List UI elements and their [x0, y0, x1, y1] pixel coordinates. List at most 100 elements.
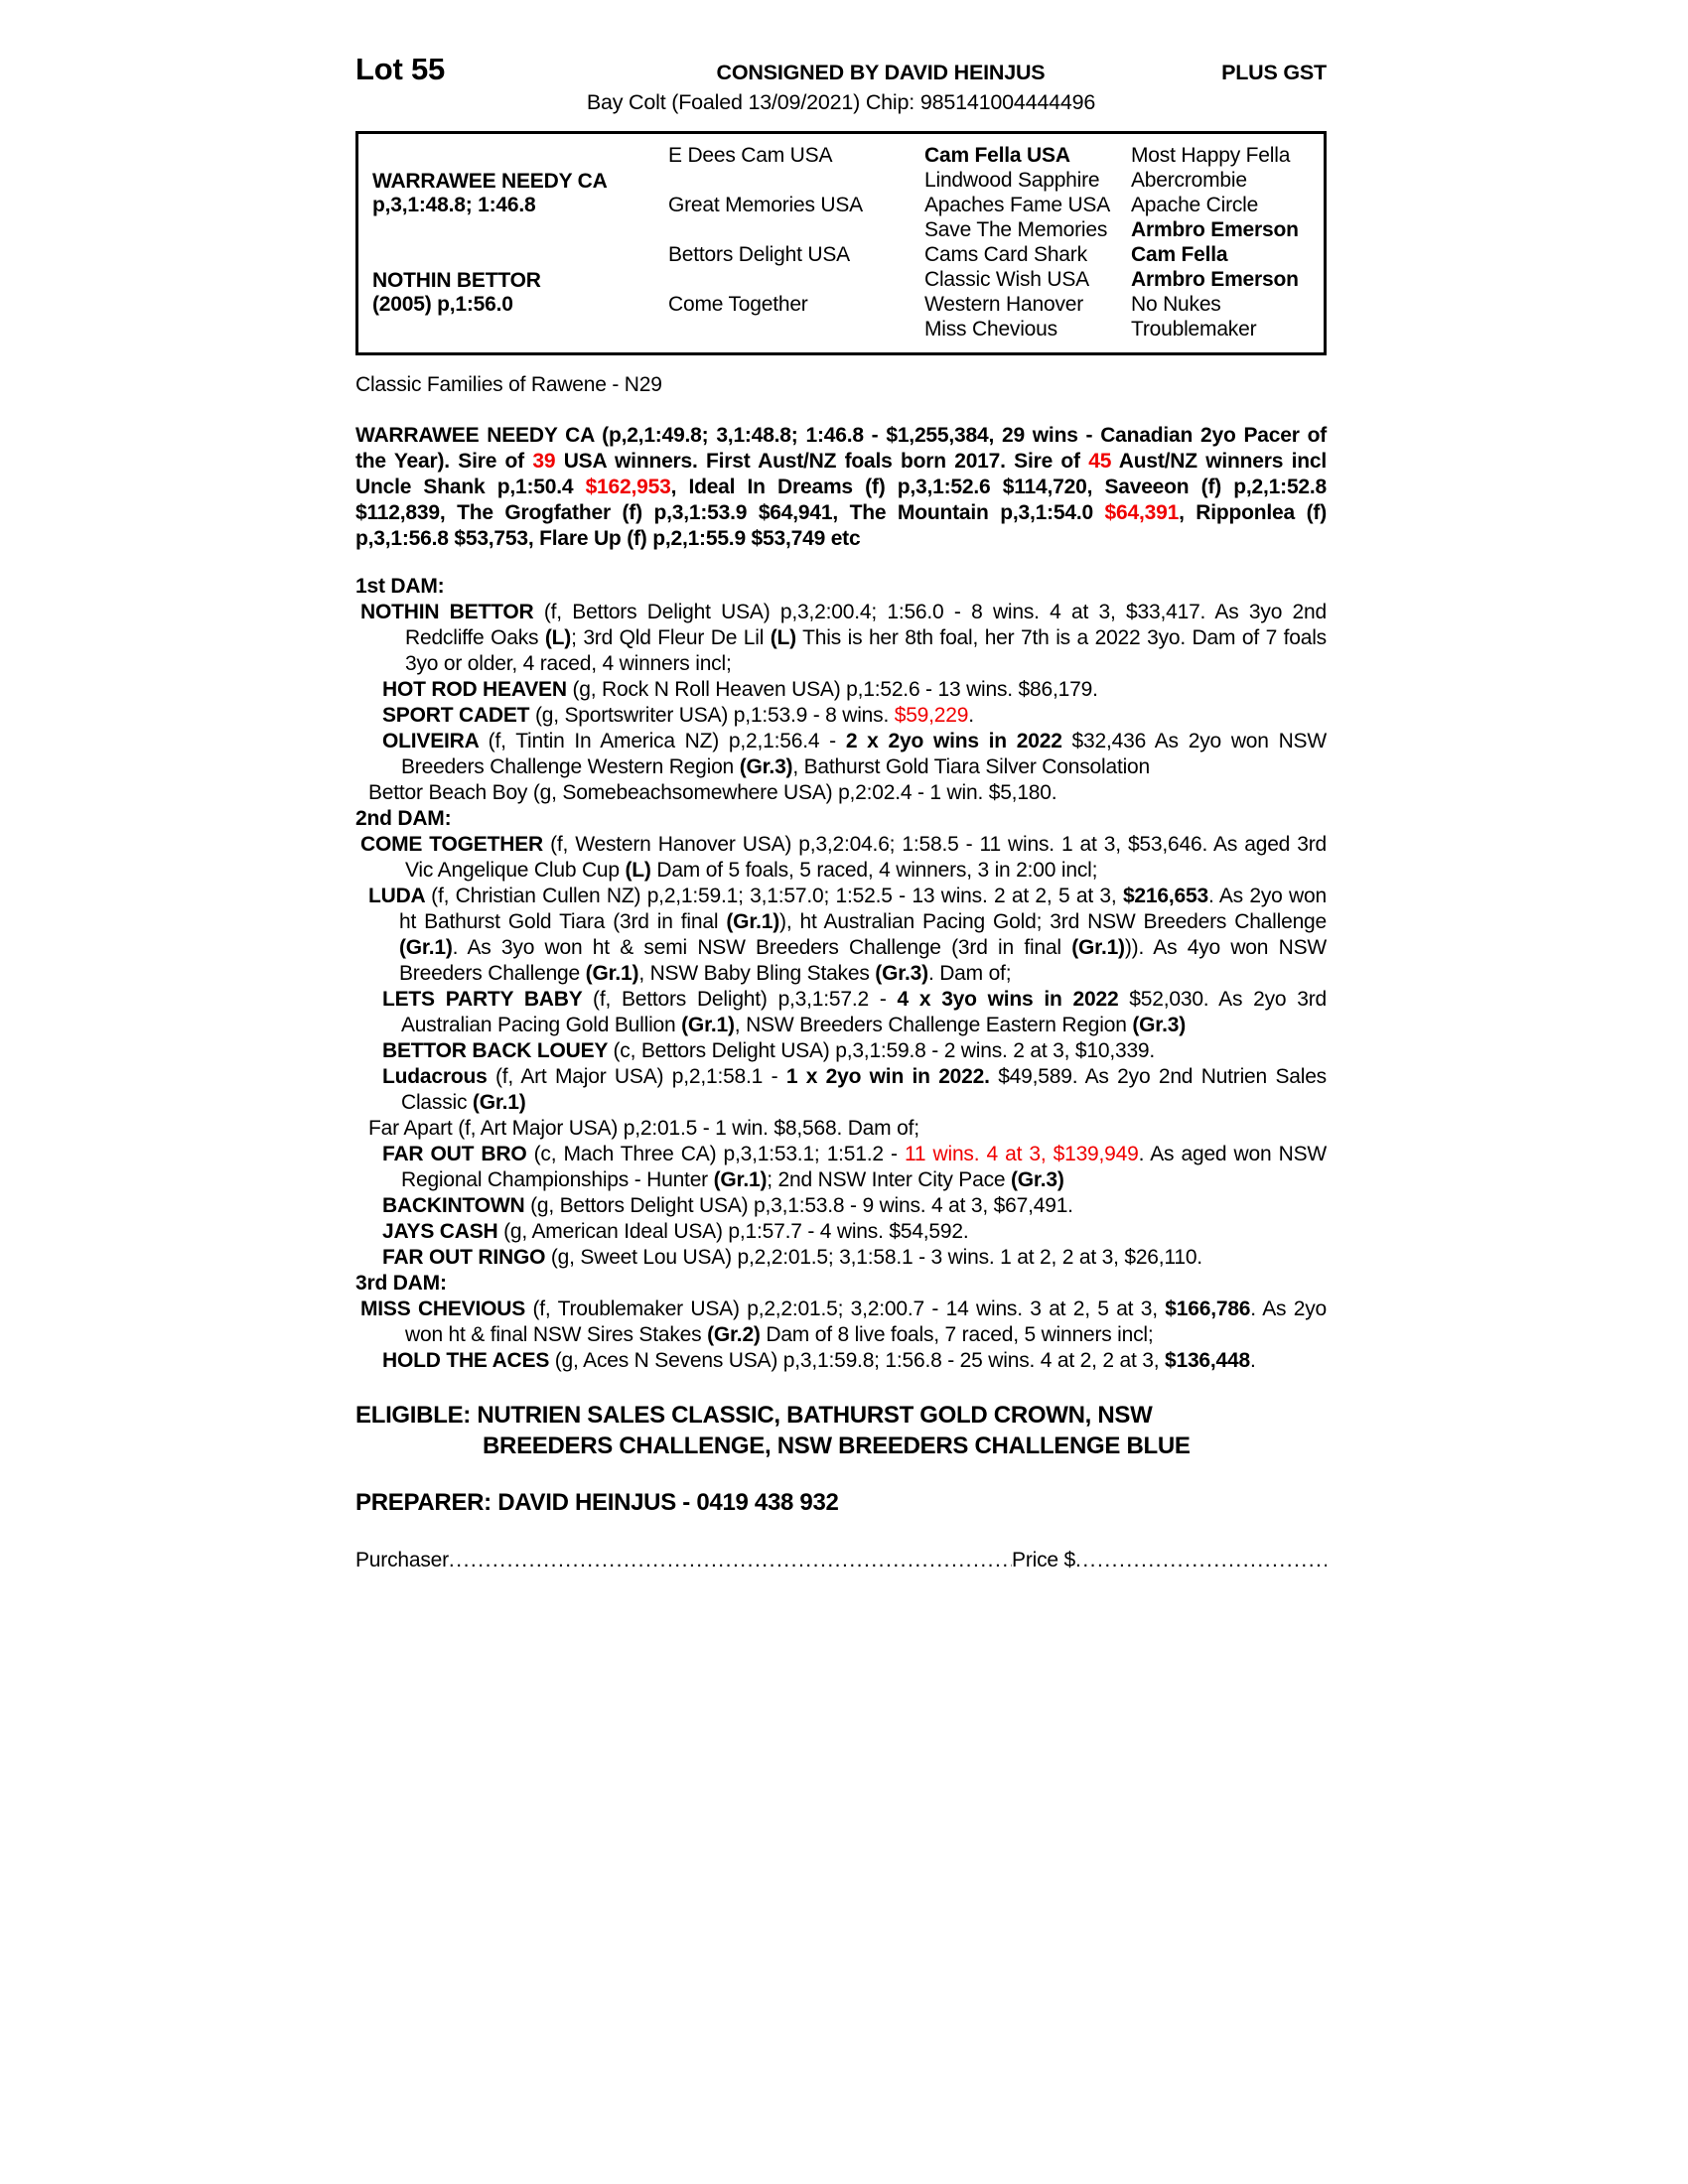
- parent-record: (2005) p,1:56.0: [372, 293, 513, 316]
- pedigree-grandparent: Come Together: [668, 293, 808, 316]
- pedigree-table: WARRAWEE NEEDY CA p,3,1:48.8; 1:46.8 NOTHI…: [355, 131, 1327, 355]
- text-segment: (c, Bettors Delight USA) p,3,1:59.8 - 2 …: [613, 1039, 1156, 1062]
- pedigree-entry: BACKINTOWN (g, Bettors Delight USA) p,3,…: [355, 1193, 1327, 1219]
- text-segment: 2nd DAM:: [355, 807, 452, 830]
- pedigree-grandparent: E Dees Cam USA: [668, 144, 833, 167]
- lot-number: Lot 55: [355, 52, 446, 86]
- text-segment: )). As 4yo won NSW Breeders Challenge: [399, 936, 1327, 985]
- text-segment: $49,589. As 2yo 2nd Nutrien Sales Classi…: [401, 1065, 1327, 1114]
- text-segment: (L): [770, 626, 796, 649]
- text-segment: (Gr.3): [739, 755, 793, 778]
- text-segment: (Gr.1): [1071, 936, 1125, 959]
- text-segment: Far Apart (f, Art Major USA) p,2:01.5 - …: [368, 1117, 919, 1140]
- text-segment: LETS PARTY BABY: [382, 988, 594, 1011]
- text-segment: 2 x 2yo wins in 2022: [845, 730, 1062, 752]
- purchaser-line: Purchaser ..............................…: [355, 1549, 1327, 1572]
- text-segment: .: [1249, 1349, 1256, 1372]
- text-segment: (Gr.3): [875, 962, 928, 985]
- text-segment: , NSW Breeders Challenge Eastern Region: [734, 1014, 1133, 1036]
- text-segment: OLIVEIRA: [382, 730, 489, 752]
- pedigree-entry: Ludacrous (f, Art Major USA) p,2,1:58.1 …: [355, 1064, 1327, 1116]
- text-segment: (Gr.1): [726, 910, 780, 933]
- page-header: Lot 55 CONSIGNED BY DAVID HEINJUS PLUS G…: [355, 52, 1327, 87]
- text-segment: ; 3rd Qld Fleur De Lil: [571, 626, 771, 649]
- highlighted-text: 39: [532, 450, 556, 473]
- pedigree-entry: JAYS CASH (g, American Ideal USA) p,1:57…: [355, 1219, 1327, 1245]
- preparer-line: PREPARER: DAVID HEINJUS - 0419 438 932: [355, 1489, 839, 1516]
- pedigree-great-grandparent: Lindwood Sapphire: [924, 169, 1100, 192]
- text-segment: BETTOR BACK LOUEY: [382, 1039, 614, 1062]
- text-segment: Bettor Beach Boy (g, Somebeachsomewhere …: [368, 781, 1057, 804]
- text-segment: (L): [625, 859, 651, 882]
- text-segment: (f, Troublemaker USA) p,2,2:01.5; 3,2:00…: [532, 1297, 1166, 1320]
- price-dotted-rule: ........................................…: [1075, 1549, 1327, 1571]
- text-segment: Dam of 8 live foals, 7 raced, 5 winners …: [760, 1323, 1154, 1346]
- dam-heading: 3rd DAM:: [355, 1271, 1327, 1297]
- text-segment: (g, Aces N Sevens USA) p,3,1:59.8; 1:56.…: [554, 1349, 1165, 1372]
- pedigree-entry: FAR OUT BRO (c, Mach Three CA) p,3,1:53.…: [355, 1142, 1327, 1193]
- parent-name: NOTHIN BETTOR: [372, 269, 541, 292]
- text-segment: (Gr.2): [707, 1323, 761, 1346]
- text-segment: MISS CHEVIOUS: [360, 1297, 533, 1320]
- text-segment: $32,436 As 2yo won NSW Breeders Challeng…: [401, 730, 1327, 778]
- text-segment: WARRAWEE NEEDY CA (p,2,1:49.8; 3,1:48.8;…: [355, 424, 1327, 473]
- text-segment: (f, Art Major USA) p,2,1:58.1 -: [494, 1065, 786, 1088]
- sire-paragraph: WARRAWEE NEEDY CA (p,2,1:49.8; 3,1:48.8;…: [355, 423, 1327, 552]
- text-segment: USA winners. First Aust/NZ foals born 20…: [555, 450, 1089, 473]
- text-segment: (g, Sweet Lou USA) p,2,2:01.5; 3,1:58.1 …: [550, 1246, 1202, 1269]
- text-segment: (f, Bettors Delight) p,3,1:57.2 -: [593, 988, 898, 1011]
- text-segment: FAR OUT RINGO: [382, 1246, 551, 1269]
- purchaser-label: Purchaser: [355, 1549, 449, 1571]
- text-segment: Ludacrous: [382, 1065, 495, 1088]
- pedigree-great-grandparent: Apaches Fame USA: [924, 194, 1111, 216]
- text-segment: , NSW Baby Bling Stakes: [638, 962, 876, 985]
- highlighted-text: $162,953: [585, 476, 671, 498]
- pedigree-great-grandparent: Save The Memories: [924, 218, 1108, 241]
- pedigree-grandparent: Great Memories USA: [668, 194, 863, 216]
- eligibility-line1: ELIGIBLE: NUTRIEN SALES CLASSIC, BATHURS…: [355, 1402, 1153, 1429]
- highlighted-text: $59,229: [894, 704, 969, 727]
- text-segment: This is her 8th foal, her 7th is a 2022 …: [405, 626, 1327, 675]
- text-segment: HOT ROD HEAVEN: [382, 678, 573, 701]
- price-label: Price $: [1012, 1549, 1075, 1571]
- text-segment: . As 2yo won ht & final NSW Sires Stakes: [405, 1297, 1327, 1346]
- dam-heading: 2nd DAM:: [355, 806, 1327, 832]
- text-segment: , Ideal In Dreams (f) p,3,1:52.6 $114,72…: [355, 476, 1328, 524]
- pedigree-great-grandparent: Miss Chevious: [924, 318, 1057, 341]
- text-segment: 1 x 2yo win in 2022.: [785, 1065, 990, 1088]
- text-segment: . As 3yo won ht & semi NSW Breeders Chal…: [452, 936, 1072, 959]
- pedigree-entry: Far Apart (f, Art Major USA) p,2:01.5 - …: [355, 1116, 1327, 1142]
- pedigree-grandparent: Bettors Delight USA: [668, 243, 850, 266]
- text-segment: LUDA: [368, 885, 432, 907]
- text-segment: ), ht Australian Pacing Gold; 3rd NSW Br…: [779, 910, 1328, 933]
- pedigree-entry: MISS CHEVIOUS (f, Troublemaker USA) p,2,…: [355, 1297, 1327, 1348]
- pedigree-great-great-grandparent: Apache Circle: [1131, 194, 1259, 216]
- pedigree-dam: NOTHIN BETTOR (2005) p,1:56.0: [372, 243, 668, 342]
- text-segment: , Ripponlea (f) p,3,1:56.8 $53,753, Flar…: [355, 501, 1327, 550]
- highlighted-text: 45: [1088, 450, 1112, 473]
- text-segment: (f, Bettors Delight USA) p,3,2:00.4; 1:5…: [405, 601, 1327, 649]
- text-segment: (Gr.1): [713, 1168, 768, 1191]
- text-segment: (Gr.3): [1132, 1014, 1186, 1036]
- pedigree-great-grandparent: Western Hanover: [924, 293, 1084, 316]
- eligibility-line2: BREEDERS CHALLENGE, NSW BREEDERS CHALLEN…: [483, 1433, 1191, 1459]
- text-segment: JAYS CASH: [382, 1220, 504, 1243]
- pedigree-great-great-grandparent: Troublemaker: [1131, 318, 1257, 341]
- text-segment: SPORT CADET: [382, 704, 535, 727]
- eligibility-block: ELIGIBLE: NUTRIEN SALES CLASSIC, BATHURS…: [355, 1400, 1327, 1461]
- dam-heading: 1st DAM:: [355, 574, 1327, 600]
- text-segment: .: [968, 704, 974, 727]
- pedigree-entry: Bettor Beach Boy (g, Somebeachsomewhere …: [355, 780, 1327, 806]
- pedigree-great-great-grandparent: Cam Fella: [1131, 243, 1228, 266]
- plus-gst-label: PLUS GST: [1221, 61, 1327, 84]
- pedigree-entry: OLIVEIRA (f, Tintin In America NZ) p,2,1…: [355, 729, 1327, 780]
- foal-description: Bay Colt (Foaled 13/09/2021) Chip: 98514…: [586, 90, 1096, 114]
- text-segment: (f, Christian Cullen NZ) p,2,1:59.1; 3,1…: [431, 885, 1123, 907]
- pedigree-entry: HOT ROD HEAVEN (g, Rock N Roll Heaven US…: [355, 677, 1327, 703]
- highlighted-text: 11 wins. 4 at 3, $139,949: [904, 1143, 1139, 1165]
- pedigree-great-great-grandparent: Armbro Emerson: [1131, 218, 1299, 241]
- text-segment: (g, American Ideal USA) p,1:57.7 - 4 win…: [503, 1220, 969, 1243]
- text-segment: . Dam of;: [927, 962, 1012, 985]
- text-segment: BACKINTOWN: [382, 1194, 531, 1217]
- catalog-page: Lot 55 CONSIGNED BY DAVID HEINJUS PLUS G…: [355, 0, 1327, 1572]
